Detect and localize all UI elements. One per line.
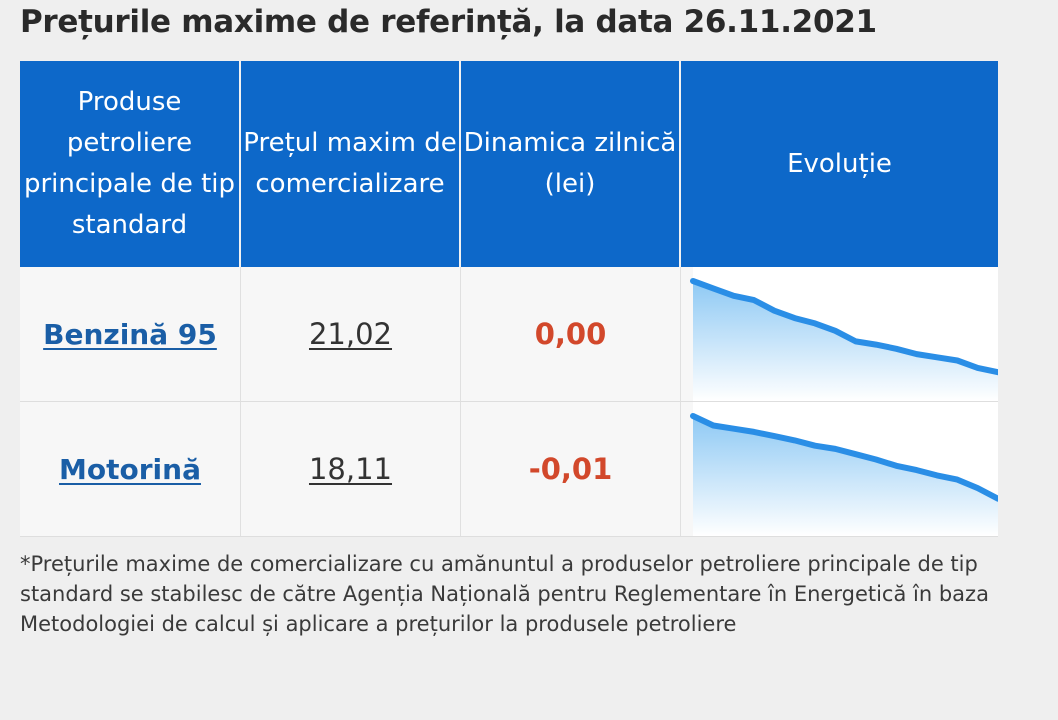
header-daily-dynamic: Dinamica zilnică (lei) <box>461 61 681 267</box>
evolution-sparkline <box>690 267 998 401</box>
table-row: Motorină 18,11 -0,01 <box>20 402 998 537</box>
price-table: Produse petroliere principale de tip sta… <box>20 61 998 537</box>
daily-dynamic-value: 0,00 <box>534 317 607 351</box>
product-link-motorina[interactable]: Motorină <box>59 452 201 486</box>
sparkline-area <box>693 416 998 536</box>
header-max-price: Prețul maxim de comercializare <box>241 61 461 267</box>
footnote: *Prețurile maxime de comercializare cu a… <box>20 552 989 636</box>
sparkline-line <box>690 278 998 376</box>
page-title: Prețurile maxime de referință, la data 2… <box>20 4 877 40</box>
evolution-sparkline <box>690 402 998 536</box>
header-products: Produse petroliere principale de tip sta… <box>20 61 241 267</box>
table-row: Benzină 95 21,02 0,00 <box>20 267 998 402</box>
sparkline-line <box>690 413 998 502</box>
header-evolution: Evoluție <box>681 61 998 267</box>
product-link-benzina-95[interactable]: Benzină 95 <box>43 317 217 351</box>
table-header: Produse petroliere principale de tip sta… <box>20 61 998 267</box>
price-value: 21,02 <box>308 317 393 351</box>
price-value: 18,11 <box>308 452 393 486</box>
daily-dynamic-value: -0,01 <box>528 452 613 486</box>
